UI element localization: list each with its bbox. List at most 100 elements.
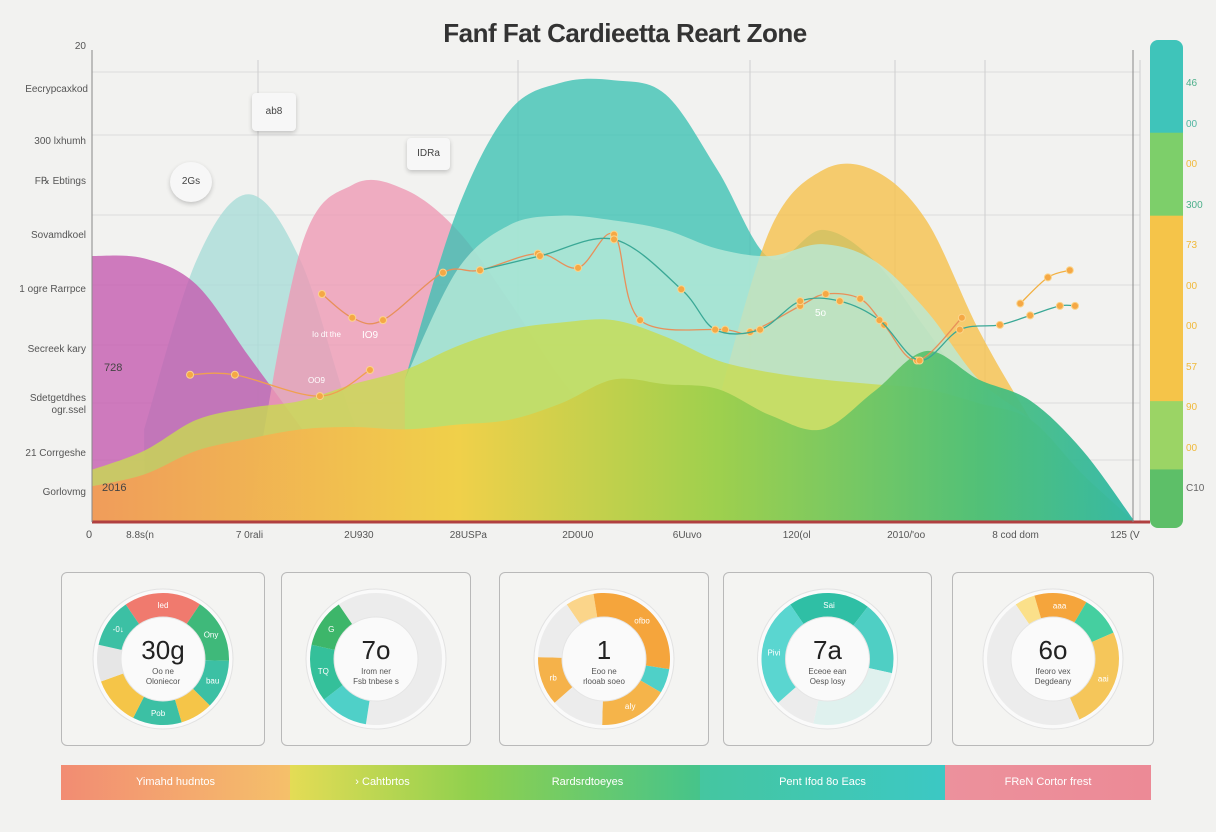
scale-label: 57 <box>1186 361 1198 373</box>
donut-segment <box>640 665 670 693</box>
donut-segment-label: bau <box>206 676 219 685</box>
donut-chart: TQ G <box>305 588 447 730</box>
legend-item: Yimahd hudntos <box>61 765 290 800</box>
data-point <box>475 266 484 275</box>
donut-caption: Oloniecor <box>145 677 181 686</box>
donut-segment <box>323 684 370 725</box>
callout-box: IDRa <box>407 138 450 170</box>
data-point <box>348 313 357 322</box>
area-series <box>92 350 1135 522</box>
donut-caption: Oo ne <box>152 667 174 676</box>
legend-item: FReN Cortor frest <box>945 765 1151 800</box>
donut-segment-label: aIy <box>625 702 636 711</box>
x-tick-label: 125 (V <box>1110 530 1140 541</box>
donut-caption: Irom ner <box>361 667 391 676</box>
data-point <box>610 235 619 244</box>
y-label: Sovamdkoel <box>30 230 86 241</box>
donut-segment-label: aaa <box>1053 601 1067 610</box>
y-label: Gorlovmg <box>42 487 86 498</box>
y-label: F℞ Ebtings <box>34 176 86 187</box>
scale-label: 90 <box>1186 402 1198 413</box>
chart-annotation: Io dt the <box>312 330 341 339</box>
data-point <box>1065 266 1074 275</box>
donut-segment <box>97 644 124 682</box>
donut-segment <box>1069 632 1119 720</box>
donut-caption: Oesp losy <box>809 677 846 686</box>
donut-segment <box>311 604 353 650</box>
donut-segment <box>186 604 230 661</box>
donut-segment-label: G <box>328 625 334 634</box>
area-chart <box>91 40 1183 528</box>
donut-card: ofbo aIy rb 1 Eoo ne rlooab soeo <box>499 572 709 746</box>
x-tick-label: 8 cod dom <box>992 530 1039 541</box>
scale-label: 00 <box>1186 280 1198 292</box>
donut-segment <box>761 604 804 703</box>
x-tick-label: 2010/'oo <box>887 530 926 541</box>
data-point <box>821 290 830 298</box>
donut-segment-label: Sai <box>823 601 835 610</box>
donut-center <box>1010 616 1096 702</box>
donut-segment <box>813 668 892 725</box>
legend-item: › Cahtbrtos <box>290 765 475 800</box>
x-tick-label: 28USPa <box>449 530 487 541</box>
donut-segment <box>1074 602 1114 643</box>
data-point <box>711 325 720 334</box>
y-label: Secreek kary <box>27 344 86 355</box>
donut-segment <box>310 644 343 700</box>
data-point <box>915 356 924 365</box>
scale-segment <box>1150 132 1183 217</box>
donut-segment <box>98 604 140 650</box>
data-point <box>535 252 544 260</box>
donut-segment <box>853 606 894 674</box>
donut-segment <box>566 593 598 625</box>
y-top-label: 20 <box>74 41 86 52</box>
donut-value: 7o <box>361 635 391 665</box>
donut-caption: rlooab soeo <box>583 677 625 686</box>
donut-segment <box>790 593 868 626</box>
data-point <box>315 392 324 401</box>
x-tick-label: 8.8s(n <box>126 530 154 541</box>
data-point <box>378 316 387 325</box>
donut-segment <box>554 686 603 725</box>
data-point <box>365 366 374 374</box>
donut-segment-label: Pivi <box>767 648 780 657</box>
x-tick-label: 2U930 <box>344 530 374 541</box>
scale-label: C10 <box>1186 483 1205 494</box>
donut-center <box>561 616 647 702</box>
data-point <box>230 370 239 379</box>
donut-center <box>785 616 870 702</box>
scale-segment <box>1150 469 1183 528</box>
donut-center <box>120 616 206 702</box>
donut-chart: Sai Pivi <box>757 588 898 730</box>
legend-item: Pent Ifod 8o Eacs <box>700 765 945 800</box>
donut-segment <box>1034 593 1087 623</box>
origin-label: 0 <box>86 529 93 541</box>
donut-segment-label: Pob <box>151 709 166 718</box>
donut-segment <box>1015 595 1042 625</box>
donut-segment <box>125 593 200 625</box>
callout-box: ab8 <box>252 93 296 131</box>
donut-segment-label: aai <box>1098 675 1109 684</box>
data-point <box>835 297 844 306</box>
donut-value: 1 <box>596 635 612 665</box>
donut-segment <box>538 604 581 658</box>
data-point <box>875 316 884 325</box>
donut-segment <box>538 657 573 703</box>
chart-annotation: 728 <box>104 362 123 374</box>
data-point <box>186 370 195 379</box>
donut-segment <box>192 660 229 706</box>
donut-caption: Eceoe ean <box>808 667 847 676</box>
donut-chart: ofbo aIy rb <box>533 588 675 730</box>
donut-segment-label: TQ <box>318 667 329 676</box>
donut-caption: Degdeany <box>1034 677 1072 686</box>
data-point <box>636 316 645 325</box>
donut-card: TQ G 7o Irom ner Fsb tnbese s <box>281 572 471 746</box>
donut-value: 6o <box>1038 635 1068 665</box>
chart-annotation: 2016 <box>102 482 127 494</box>
donut-caption: Eoo ne <box>591 667 617 676</box>
donut-value: 7a <box>813 635 842 665</box>
data-point <box>796 297 805 306</box>
data-point <box>856 294 865 303</box>
donut-segment-label: -0↓ <box>113 625 124 634</box>
donut-segment <box>593 593 670 670</box>
